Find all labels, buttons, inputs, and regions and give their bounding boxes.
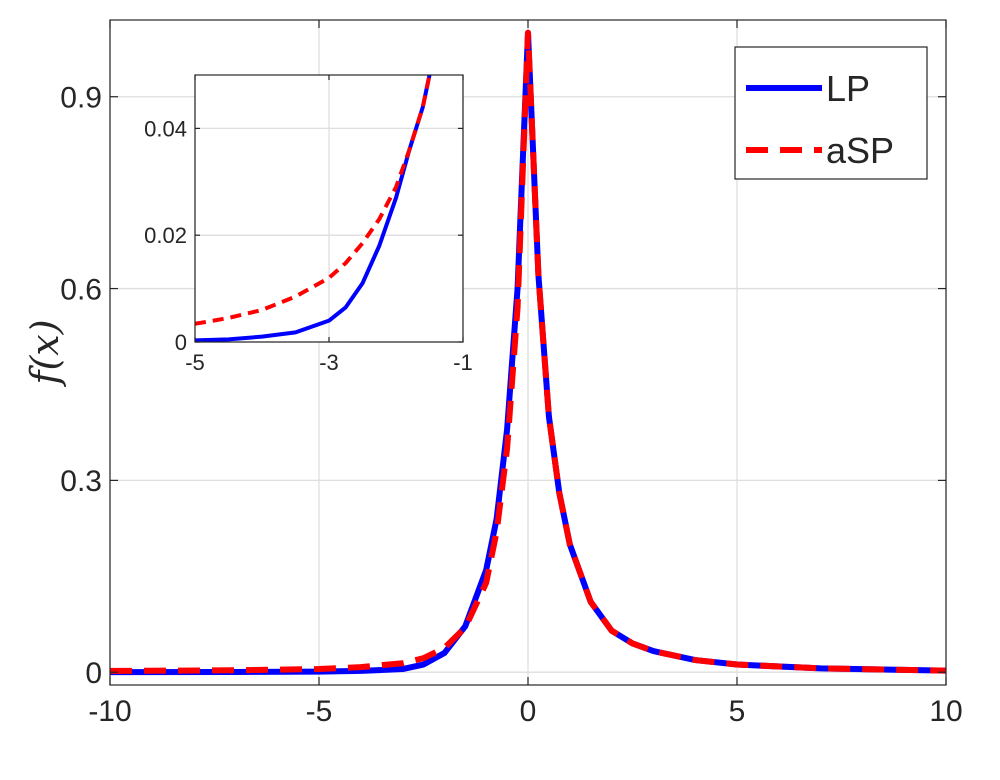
inset-x-tick-label: -5 [185,350,205,375]
inset-ticks: -5 -3 -1 0 0.02 0.04 [144,75,473,375]
main-x-tick-label: 10 [929,695,962,728]
legend-label-asp: aSP [826,130,894,171]
main-lines [110,29,946,676]
legend-label-lp: LP [826,68,870,109]
main-y-tick-label: 0.3 [60,465,102,498]
legend-box [734,46,928,180]
inset-y-tick-label: 0.04 [144,116,187,141]
main-x-tick-label: 5 [729,695,746,728]
inset-y-tick-label: 0 [175,330,187,355]
main-y-tick-label: 0 [85,657,102,690]
inset-axes: -5 -3 -1 0 0.02 0.04 [144,74,473,375]
inset-x-tick-label: -3 [319,350,339,375]
main-series-asp [110,29,946,674]
legend: LP aSP [734,46,928,180]
inset-y-tick-label: 0.02 [144,223,187,248]
main-x-tick-label: -5 [306,695,333,728]
main-x-tick-label: 0 [520,695,537,728]
y-axis-label: f(x) [23,319,67,387]
main-x-tick-label: -10 [88,695,131,728]
inset-series-asp [195,75,432,326]
inset-lines [195,75,432,342]
main-y-tick-label: 0.6 [60,273,102,306]
inset-x-tick-label: -1 [453,350,473,375]
main-y-tick-label: 0.9 [60,82,102,115]
